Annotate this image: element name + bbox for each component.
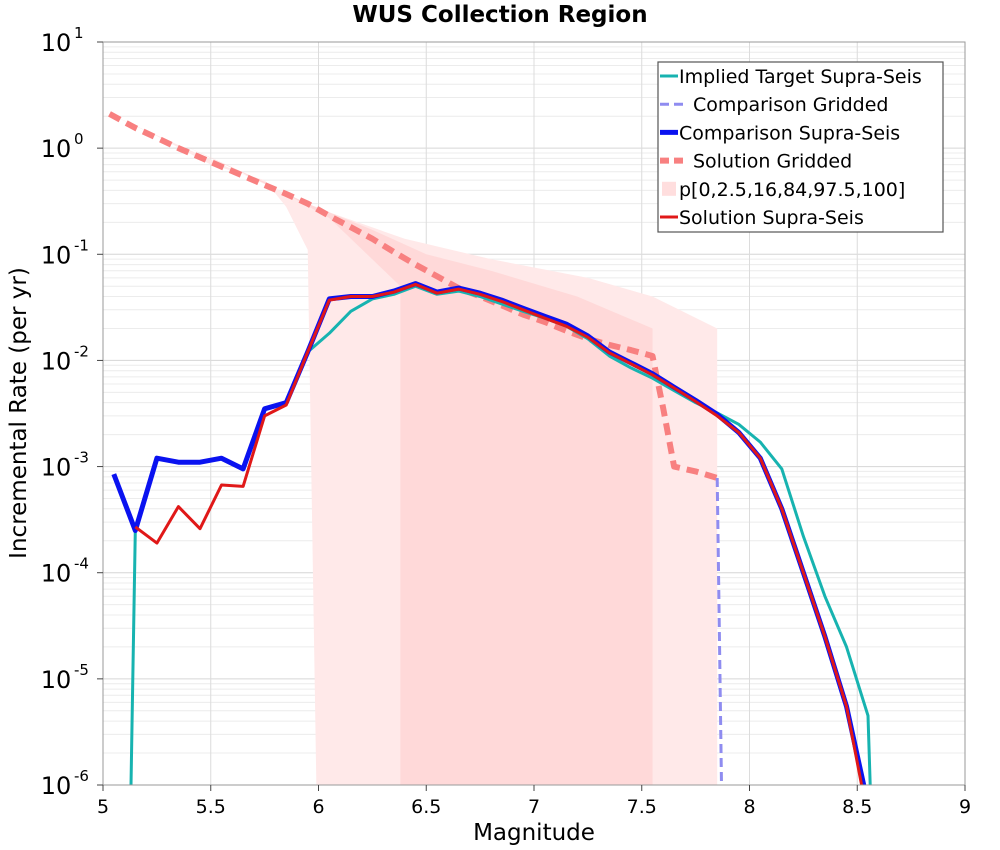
y-tick-exponent: -4 [74,555,89,573]
y-tick-exponent: -2 [74,342,89,360]
legend-label-comparison-gridded: Comparison Gridded [693,94,888,116]
y-tick-exponent: -3 [74,449,89,467]
x-tick-label: 6 [312,796,324,818]
x-tick-label: 6.5 [411,796,441,818]
x-tick-label: 7 [528,796,540,818]
x-axis-ticks: 5 5.5 6 6.5 7 7.5 8 8.5 9 [97,785,971,818]
x-tick-label: 9 [959,796,971,818]
legend-label-solution-gridded: Solution Gridded [693,151,852,173]
y-tick-base: 10 [41,772,72,800]
y-tick-base: 10 [41,347,72,375]
y-tick-exponent: 0 [74,130,84,148]
series-comparison-gridded [715,477,723,786]
y-tick-exponent: 1 [74,24,84,42]
y-tick-base: 10 [41,241,72,269]
y-tick-exponent: -5 [74,661,89,679]
legend-label-p-0-2-5-16-84-97-5-100: p[0,2.5,16,84,97.5,100] [679,179,905,201]
percentile-bands [109,113,718,785]
y-axis-label: Incremental Rate (per yr) [6,267,32,559]
band-inner [184,145,653,785]
y-tick-base: 10 [41,29,72,57]
chart-title: WUS Collection Region [352,2,647,28]
x-tick-label: 8 [743,796,755,818]
y-tick-base: 10 [41,560,72,588]
y-tick-exponent: -6 [74,767,89,785]
y-tick-base: 10 [41,135,72,163]
y-tick-base: 10 [41,454,72,482]
y-tick-base: 10 [41,666,72,694]
x-tick-label: 5 [97,796,109,818]
y-tick-exponent: -1 [74,236,89,254]
x-tick-label: 7.5 [627,796,657,818]
legend-box [657,61,944,233]
x-tick-label: 5.5 [196,796,226,818]
x-tick-label: 8.5 [842,796,872,818]
legend-label-implied-target-supra-seis: Implied Target Supra-Seis [679,66,922,88]
series-solution-gridded [108,111,719,481]
legend-label-solution-supra-seis: Solution Supra-Seis [679,207,864,229]
series-solution-supra-seis [134,282,864,786]
x-axis-label: Magnitude [473,820,595,846]
series-lines [108,111,872,786]
legend-swatch-p-0-2-5-16-84-97-5-100 [662,181,676,196]
legend: Implied Target Supra-Seis Comparison Grid… [657,61,944,233]
legend-label-comparison-supra-seis: Comparison Supra-Seis [679,122,900,144]
